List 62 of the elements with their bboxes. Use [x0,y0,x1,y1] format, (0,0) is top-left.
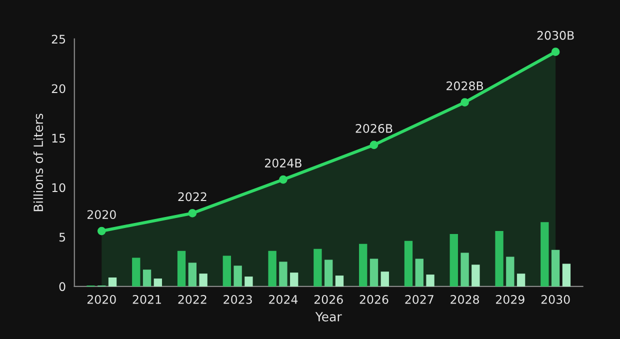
bar [562,264,571,286]
y-axis-title: Billions of Liters [33,114,44,212]
bar [404,240,413,286]
bar [380,272,389,286]
bar [472,264,480,286]
bar [177,250,186,286]
x-tick-label: 2026 [360,294,388,304]
bar [415,258,424,286]
bar [314,248,322,286]
bar [199,274,208,286]
annotation: 2028B [446,81,484,90]
bar [222,256,232,286]
y-tick-label: 20 [52,84,66,94]
bar [154,278,162,286]
point [188,209,197,218]
y-tick-label: 0 [59,282,66,292]
x-tick-label: 2023 [224,294,252,304]
x-tick-label: 2028 [450,294,479,304]
bar [279,262,288,286]
x-tick-label: 2024 [269,294,298,304]
bar [551,250,560,286]
bar [108,278,117,286]
x-tick-label: 2027 [405,294,434,304]
y-tick-label: 10 [52,183,66,192]
bar [370,258,378,286]
bar [495,231,504,286]
bar [426,274,434,286]
point [279,175,288,184]
x-tick-label: 2022 [178,294,206,304]
bar [359,244,368,286]
annotation: 2022 [178,192,206,202]
y-tick-label: 15 [52,134,66,143]
annotation: 2030B [537,30,574,40]
x-tick-label: 2026 [314,294,343,304]
bar [142,270,152,286]
bar [516,274,526,286]
annotation: 2020 [87,210,116,220]
bar [290,272,298,286]
bar [132,258,140,286]
point [97,226,106,236]
bar [540,222,549,286]
annotation: 2024B [265,158,302,168]
x-tick-label: 2021 [132,294,161,304]
bar [268,250,276,286]
point [370,140,378,150]
x-tick-label: 2020 [87,294,116,304]
bar [188,262,197,286]
x-tick-label: 2029 [496,294,524,304]
annotation: 2026B [356,124,392,133]
bar [244,276,253,286]
bar [234,266,242,286]
y-tick-label: 25 [52,34,66,44]
bar [335,276,344,286]
point [460,98,469,107]
bar [450,234,458,286]
x-axis-title: Year [315,312,342,322]
x-tick-label: 2030 [541,294,570,304]
bar [324,260,333,286]
bar [460,252,469,286]
point [551,48,560,56]
bar [506,256,514,286]
y-tick-label: 5 [59,232,66,242]
